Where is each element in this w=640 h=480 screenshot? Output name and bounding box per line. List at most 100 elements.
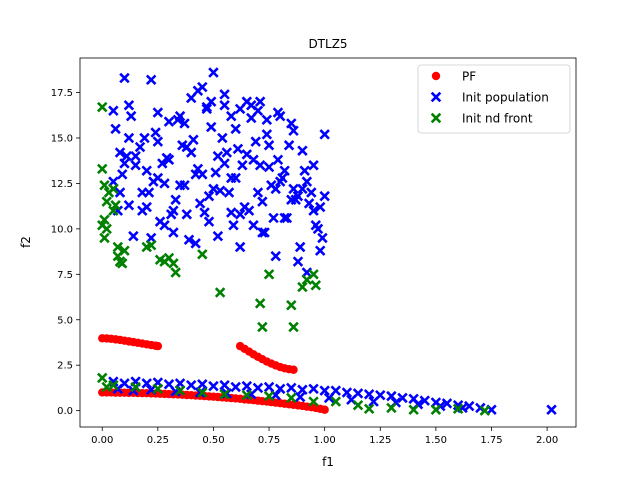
init-population-point xyxy=(110,123,121,135)
init-population-point xyxy=(288,183,299,195)
init-population-point xyxy=(308,383,319,395)
init-population-point xyxy=(286,194,297,206)
init-population-point xyxy=(152,136,164,147)
init-population-point xyxy=(306,187,317,198)
init-population-point xyxy=(123,132,135,144)
init-population-point xyxy=(248,219,259,231)
x-tick-label: 1.75 xyxy=(480,435,502,446)
init-population-point xyxy=(308,160,319,171)
series-init-nd-front xyxy=(97,101,491,416)
init-population-point xyxy=(219,100,230,111)
init-population-point xyxy=(234,241,246,253)
plot-area-frame xyxy=(79,57,577,428)
init-population-point xyxy=(208,380,219,392)
init-population-point xyxy=(194,387,206,398)
init-nd-front-point xyxy=(310,279,322,291)
init-nd-front-point xyxy=(170,267,181,278)
init-nd-front-point xyxy=(97,163,108,175)
init-population-point xyxy=(294,241,306,253)
init-population-point xyxy=(266,180,277,191)
y-tick-label: 5.0 xyxy=(57,315,73,326)
init-population-point xyxy=(128,230,139,242)
init-population-point xyxy=(174,180,186,191)
init-population-point xyxy=(441,398,453,409)
init-population-point xyxy=(272,107,284,118)
init-population-point xyxy=(119,72,130,84)
init-population-point xyxy=(363,389,375,400)
init-population-point xyxy=(114,147,126,158)
init-population-point xyxy=(170,194,181,206)
legend-items: PF Init population Init nd front xyxy=(430,70,549,126)
init-nd-front-point xyxy=(119,245,130,256)
init-population-point xyxy=(134,141,146,153)
init-population-point xyxy=(230,172,241,184)
init-population-point xyxy=(297,145,308,156)
init-population-point xyxy=(254,160,266,171)
init-population-point xyxy=(286,118,297,129)
init-population-point xyxy=(123,100,135,111)
init-population-point xyxy=(274,176,286,187)
init-population-point xyxy=(263,381,275,393)
init-population-point xyxy=(314,201,326,213)
init-population-point xyxy=(143,187,155,198)
init-nd-front-point xyxy=(286,392,297,404)
x-tick-label: 0.00 xyxy=(91,435,113,446)
init-population-point xyxy=(232,143,244,155)
init-nd-front-point xyxy=(286,299,297,311)
init-population-point xyxy=(217,132,228,144)
init-population-point xyxy=(230,123,241,135)
init-population-point xyxy=(237,160,248,171)
pf-point xyxy=(289,365,298,374)
init-population-point xyxy=(246,100,257,111)
init-population-point xyxy=(123,199,135,211)
init-population-point xyxy=(172,114,184,126)
legend-label: Init nd front xyxy=(462,112,533,126)
init-nd-front-point xyxy=(386,402,397,414)
init-population-point xyxy=(150,127,161,138)
init-population-point xyxy=(137,205,148,216)
init-population-point xyxy=(183,234,195,246)
init-population-point xyxy=(192,85,204,96)
init-nd-front-point xyxy=(168,258,179,269)
init-population-point xyxy=(163,154,175,166)
init-nd-front-point xyxy=(352,399,364,411)
init-nd-front-point xyxy=(145,239,157,251)
init-population-point xyxy=(203,190,215,202)
init-nd-front-point xyxy=(174,385,186,396)
init-population-point xyxy=(139,132,150,144)
init-population-point xyxy=(319,190,330,202)
init-population-point xyxy=(137,187,148,198)
init-population-point xyxy=(203,216,215,227)
init-population-point xyxy=(219,89,230,100)
init-population-point xyxy=(283,140,295,151)
y-tick-label: 10.0 xyxy=(51,224,73,235)
legend-marker-init-population xyxy=(430,91,442,103)
init-population-point xyxy=(241,380,253,392)
y-axis-ticks: 0.0 2.5 5.0 7.5 10.0 12.5 15.0 17.5 xyxy=(51,88,80,417)
legend-marker-pf xyxy=(431,71,441,81)
init-nd-front-point xyxy=(197,387,208,398)
x-axis-ticks: 0.00 0.25 0.50 0.75 1.00 1.25 1.50 1.75 2.00 xyxy=(91,427,558,446)
init-nd-front-point xyxy=(297,281,308,293)
y-tick-label: 15.0 xyxy=(51,133,73,144)
init-population-point xyxy=(546,404,557,415)
init-population-point xyxy=(261,129,273,140)
init-population-point xyxy=(319,385,330,396)
init-nd-front-point xyxy=(254,298,266,309)
x-tick-label: 1.25 xyxy=(369,435,391,446)
x-tick-label: 0.25 xyxy=(147,435,169,446)
init-population-point xyxy=(174,378,186,389)
init-population-point xyxy=(188,134,199,146)
init-population-point xyxy=(368,396,379,407)
init-population-point xyxy=(281,212,293,224)
init-population-point xyxy=(208,183,219,195)
init-nd-front-point xyxy=(99,180,110,191)
legend-marker-init-nd-front xyxy=(430,112,442,124)
init-population-point xyxy=(197,169,208,180)
init-population-point xyxy=(308,205,319,216)
init-population-point xyxy=(201,103,213,115)
init-nd-front-point xyxy=(257,321,268,333)
init-population-point xyxy=(297,384,308,395)
y-tick-label: 2.5 xyxy=(57,361,73,372)
init-population-point xyxy=(386,390,397,402)
